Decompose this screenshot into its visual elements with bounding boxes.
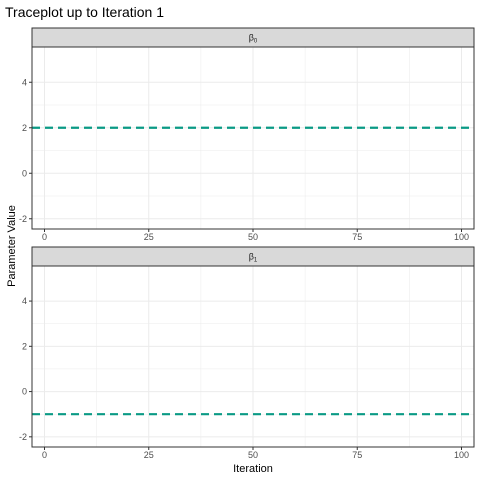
y-tick-label: 4 xyxy=(22,296,27,306)
strip-label-symbol: β xyxy=(249,33,254,43)
strip-label-subscript: 0 xyxy=(254,39,258,45)
x-tick-label: 0 xyxy=(42,232,47,242)
facet-strip xyxy=(31,246,475,267)
x-tick-label: 75 xyxy=(352,450,362,460)
y-tick-label: 2 xyxy=(22,123,27,133)
strip-label-symbol: β xyxy=(249,252,254,262)
x-tick-label: 100 xyxy=(454,450,469,460)
x-tick-label: 25 xyxy=(144,232,154,242)
x-tick-label: 50 xyxy=(248,232,258,242)
y-tick-label: -2 xyxy=(19,432,27,442)
y-tick-label: 0 xyxy=(22,168,27,178)
y-tick-label: 0 xyxy=(22,387,27,397)
y-tick-label: 2 xyxy=(22,341,27,351)
facet-strip xyxy=(31,27,475,48)
x-tick-label: 100 xyxy=(454,232,469,242)
strip-label-subscript: 1 xyxy=(254,258,258,264)
facet-strip-label: β0 xyxy=(249,33,258,45)
x-axis-title: Iteration xyxy=(233,463,273,475)
x-tick-label: 50 xyxy=(248,450,258,460)
x-tick-label: 0 xyxy=(42,450,47,460)
y-tick-label: -2 xyxy=(19,214,27,224)
chart-title: Traceplot up to Iteration 1 xyxy=(5,4,164,20)
y-tick-label: 4 xyxy=(22,77,27,87)
y-axis-title: Parameter Value xyxy=(6,205,18,287)
facet-strip-label: β1 xyxy=(249,252,258,264)
x-tick-label: 75 xyxy=(352,232,362,242)
x-tick-label: 25 xyxy=(144,450,154,460)
panel-1: β1 -2 0 2 4 0 25 50 75 100 xyxy=(19,246,475,460)
